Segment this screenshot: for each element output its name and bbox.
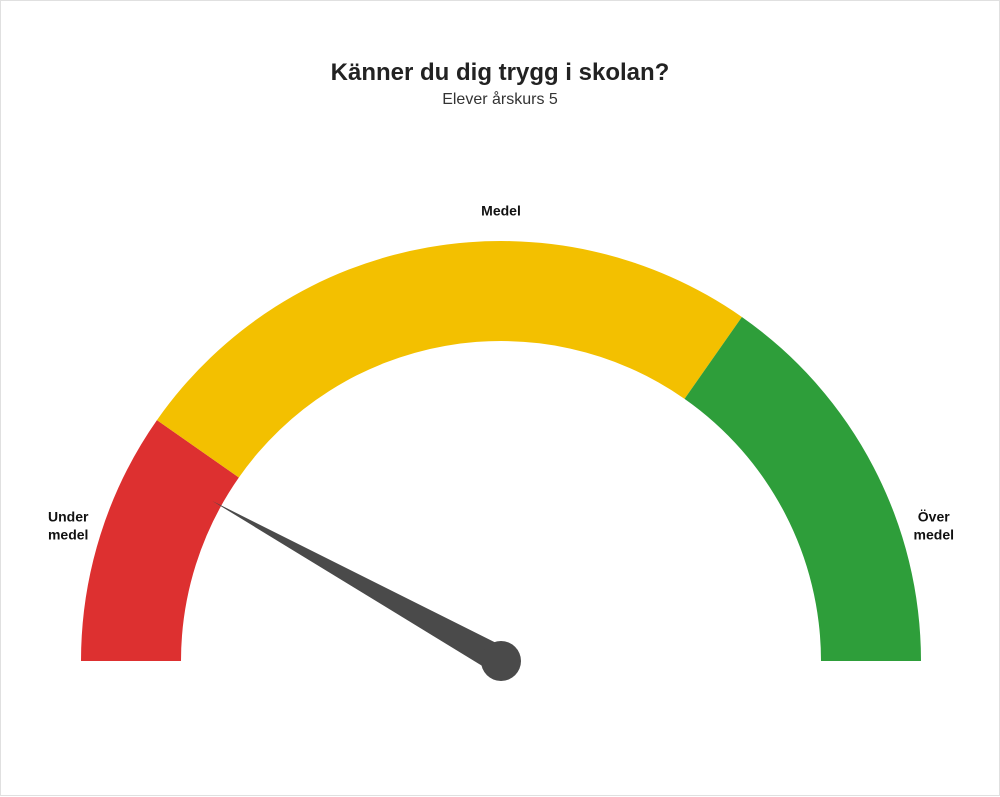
- chart-frame: Känner du dig trygg i skolan? Elever års…: [0, 0, 1000, 796]
- gauge-label-over-medel: Över medel: [914, 509, 954, 544]
- gauge-chart: [1, 1, 1000, 797]
- gauge-label-under-medel: Under medel: [48, 509, 88, 544]
- gauge-hub: [481, 641, 521, 681]
- gauge-segment-medel: [157, 241, 742, 477]
- gauge-label-medel: Medel: [481, 202, 521, 220]
- gauge-segment-over: [685, 317, 921, 661]
- gauge-needle: [212, 501, 507, 673]
